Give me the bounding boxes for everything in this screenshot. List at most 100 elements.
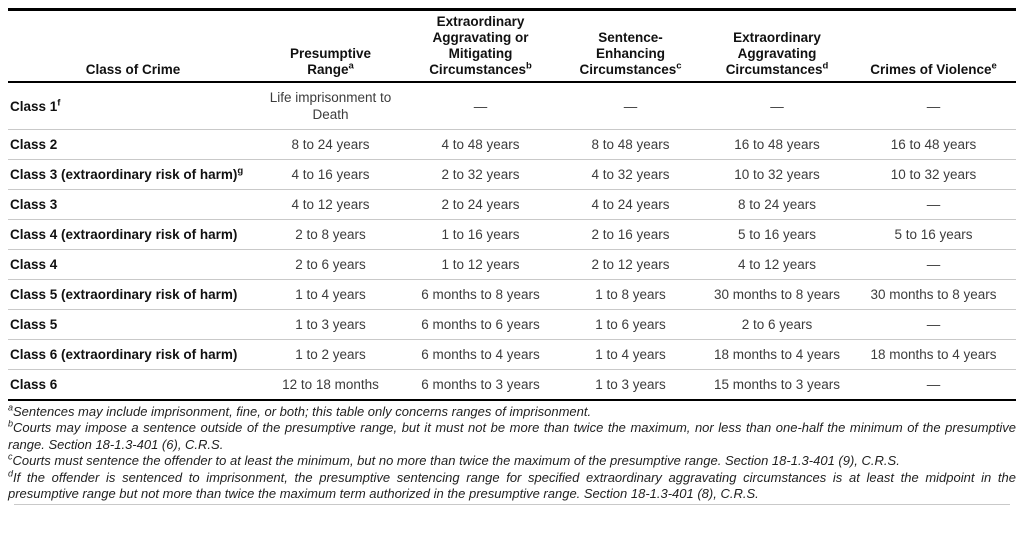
cell-presumptive-range: 8 to 24 years (258, 129, 403, 160)
class-label-text: Class 4 (10, 257, 58, 272)
class-label-text: Class 3 (extraordinary risk of harm) (10, 167, 238, 182)
class-label-text: Class 6 (10, 377, 58, 392)
cell-extraordinary-aggravating: 4 to 12 years (703, 249, 851, 280)
cell-extraordinary-aggravating: 16 to 48 years (703, 129, 851, 160)
class-label-text: Class 5 (extraordinary risk of harm) (10, 287, 238, 302)
table-row: Class 2 8 to 24 years 4 to 48 years 8 to… (8, 129, 1016, 160)
cell-extraordinary-aggravating: — (703, 82, 851, 130)
cell-extraordinary-aggravating: 5 to 16 years (703, 219, 851, 250)
column-header-extraordinary-aggravating: Extraordinary Aggravating Circumstancesd (703, 9, 851, 83)
header-label: Crimes of Violence (870, 62, 992, 77)
cell-sentence-enhancing: 2 to 16 years (558, 219, 703, 250)
cell-presumptive-range: 2 to 6 years (258, 249, 403, 280)
footnote-text: If the offender is sentenced to imprison… (8, 469, 1016, 502)
column-header-crimes-of-violence: Crimes of Violencee (851, 9, 1016, 83)
table-row: Class 6 (extraordinary risk of harm) 1 t… (8, 339, 1016, 370)
class-label: Class 6 (8, 370, 258, 401)
table-row: Class 6 12 to 18 months 6 months to 3 ye… (8, 370, 1016, 401)
page-bottom-rule (14, 504, 1010, 506)
cell-crimes-of-violence: 30 months to 8 years (851, 279, 1016, 310)
cell-aggravating-or-mitigating: 6 months to 4 years (403, 339, 558, 370)
table-row: Class 5 (extraordinary risk of harm) 1 t… (8, 279, 1016, 310)
class-label-text: Class 1 (10, 98, 58, 114)
cell-aggravating-or-mitigating: 1 to 16 years (403, 219, 558, 250)
footnote-text: Courts may impose a sentence outside of … (8, 420, 1016, 452)
cell-sentence-enhancing: 1 to 4 years (558, 339, 703, 370)
footnote-marker: d (822, 60, 829, 72)
cell-presumptive-range: 1 to 2 years (258, 339, 403, 370)
class-label: Class 6 (extraordinary risk of harm) (8, 339, 258, 370)
footnote-marker: a (348, 60, 354, 72)
cell-extraordinary-aggravating: 10 to 32 years (703, 159, 851, 190)
footnote-marker: c (8, 451, 13, 462)
cell-extraordinary-aggravating: 8 to 24 years (703, 189, 851, 220)
cell-extraordinary-aggravating: 2 to 6 years (703, 309, 851, 340)
cell-extraordinary-aggravating: 18 months to 4 years (703, 339, 851, 370)
cell-aggravating-or-mitigating: — (403, 82, 558, 130)
header-label: Extraordinary Aggravating Circumstances (725, 30, 823, 77)
footnote-marker: g (237, 165, 244, 177)
footnote-marker: d (8, 468, 14, 479)
cell-aggravating-or-mitigating: 4 to 48 years (403, 129, 558, 160)
cell-crimes-of-violence: — (851, 189, 1016, 220)
cell-crimes-of-violence: 18 months to 4 years (851, 339, 1016, 370)
cell-presumptive-range: 2 to 8 years (258, 219, 403, 250)
cell-aggravating-or-mitigating: 2 to 24 years (403, 189, 558, 220)
footnote-b: bCourts may impose a sentence outside of… (8, 420, 1016, 453)
footnote-marker: b (8, 419, 14, 430)
cell-crimes-of-violence: — (851, 249, 1016, 280)
footnote-d: dIf the offender is sentenced to impriso… (8, 468, 1016, 503)
footnote-a: aSentences may include imprisonment, fin… (8, 402, 1016, 420)
class-label-text: Class 6 (extraordinary risk of harm) (10, 347, 238, 362)
footnote-text: Sentences may include imprisonment, fine… (13, 404, 592, 419)
cell-sentence-enhancing: 1 to 6 years (558, 309, 703, 340)
cell-crimes-of-violence: — (851, 82, 1016, 130)
table-row: Class 4 2 to 6 years 1 to 12 years 2 to … (8, 249, 1016, 280)
class-label: Class 1f (8, 82, 258, 130)
table-row: Class 1f Life imprisonment to Death — — … (8, 82, 1016, 130)
cell-extraordinary-aggravating: 15 months to 3 years (713, 377, 841, 392)
footnotes-section: aSentences may include imprisonment, fin… (8, 402, 1016, 503)
class-label-text: Class 4 (extraordinary risk of harm) (10, 227, 238, 242)
footnote-c: cCourts must sentence the offender to at… (8, 451, 1016, 469)
cell-crimes-of-violence: — (851, 309, 1016, 340)
class-label-text: Class 5 (10, 317, 58, 332)
cell-sentence-enhancing: 1 to 8 years (558, 279, 703, 310)
cell-aggravating-or-mitigating: 6 months to 3 years (421, 377, 540, 392)
cell-sentence-enhancing: 4 to 32 years (558, 159, 703, 190)
column-header-presumptive-range: Presumptive Rangea (258, 9, 403, 83)
cell-sentence-enhancing: 2 to 12 years (558, 249, 703, 280)
cell-extraordinary-aggravating: 30 months to 8 years (703, 279, 851, 310)
footnote-marker: e (991, 60, 997, 72)
cell-presumptive-range: 4 to 16 years (258, 159, 403, 190)
column-header-sentence-enhancing: Sentence-Enhancing Circumstancesc (558, 9, 703, 83)
footnote-marker: a (8, 402, 14, 413)
cell-crimes-of-violence: 16 to 48 years (851, 129, 1016, 160)
footnote-text: Courts must sentence the offender to at … (12, 453, 900, 469)
footnote-marker: b (525, 60, 532, 72)
table-row: Class 3 4 to 12 years 2 to 24 years 4 to… (8, 189, 1016, 220)
table-row: Class 3 (extraordinary risk of harm)g 4 … (8, 159, 1016, 190)
header-label: Presumptive Range (289, 46, 372, 77)
cell-aggravating-or-mitigating: 6 months to 6 years (403, 309, 558, 340)
cell-aggravating-or-mitigating: 6 months to 8 years (403, 279, 558, 310)
document-page: Class of Crime Presumptive Rangea Extrao… (8, 8, 1016, 506)
cell-aggravating-or-mitigating: 1 to 12 years (403, 249, 558, 280)
cell-sentence-enhancing: — (558, 82, 703, 130)
class-label: Class 4 (extraordinary risk of harm) (8, 219, 258, 250)
class-label-text: Class 2 (10, 137, 58, 152)
cell-crimes-of-violence: 10 to 32 years (851, 159, 1016, 190)
table-header: Class of Crime Presumptive Rangea Extrao… (8, 9, 1016, 83)
cell-sentence-enhancing: 1 to 3 years (595, 377, 666, 392)
class-label: Class 3 (extraordinary risk of harm)g (8, 159, 258, 190)
cell-crimes-of-violence: — (926, 377, 941, 392)
cell-presumptive-range: 1 to 3 years (258, 309, 403, 340)
cell-sentence-enhancing: 8 to 48 years (558, 129, 703, 160)
class-label: Class 3 (8, 189, 258, 220)
column-header-class-of-crime: Class of Crime (8, 9, 258, 83)
cell-crimes-of-violence: 5 to 16 years (851, 219, 1016, 250)
footnote-marker: c (676, 60, 682, 72)
class-label: Class 2 (8, 129, 258, 160)
cell-sentence-enhancing: 4 to 24 years (558, 189, 703, 220)
cell-presumptive-range: 4 to 12 years (258, 189, 403, 220)
